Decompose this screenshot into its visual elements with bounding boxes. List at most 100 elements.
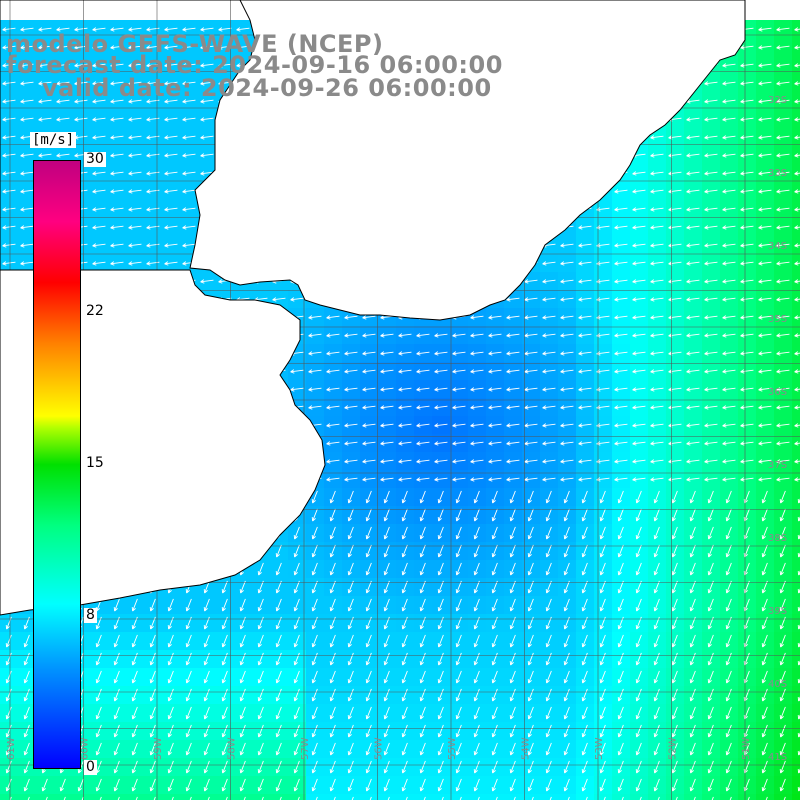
latitude-label: 38S [768,533,787,544]
wind-arrow [491,724,498,738]
wind-cell [414,380,433,399]
wind-cell [0,92,19,111]
wind-cell [396,398,415,417]
wind-arrow [149,670,156,684]
wind-arrow [347,778,354,792]
wind-arrow [92,63,106,68]
wind-cell [18,704,37,723]
wind-cell [198,794,217,800]
wind-arrow [740,63,754,68]
wind-arrow [311,562,318,576]
wind-arrow [27,796,30,800]
wind-arrow [434,423,448,428]
wind-arrow [365,526,372,540]
wind-cell [522,524,541,543]
wind-cell [342,524,361,543]
wind-arrow [149,724,156,738]
wind-arrow [794,261,800,266]
wind-arrow [365,670,372,684]
wind-cell [486,650,505,669]
wind-cell [720,128,739,147]
wind-cell [180,740,199,759]
wind-cell [702,182,721,201]
wind-cell [648,560,667,579]
wind-arrow [423,796,426,800]
wind-cell [576,434,595,453]
wind-arrow [401,580,408,594]
wind-cell [18,92,37,111]
wind-cell [630,488,649,507]
wind-cell [720,470,739,489]
wind-arrow [110,135,124,140]
wind-arrow [2,207,16,212]
wind-arrow [362,423,376,428]
wind-arrow [200,135,214,140]
wind-arrow [794,27,800,32]
wind-arrow [344,333,358,338]
wind-cell [90,110,109,129]
wind-arrow [95,670,102,684]
wind-cell [108,740,127,759]
wind-arrow [470,459,484,464]
wind-arrow [182,243,196,248]
wind-arrow [365,742,372,756]
wind-cell [396,614,415,633]
wind-cell [162,254,181,273]
wind-cell [324,326,343,345]
wind-arrow [362,387,376,392]
wind-cell [198,758,217,777]
wind-cell [18,632,37,651]
wind-cell [378,596,397,615]
wind-cell [72,128,91,147]
wind-cell [90,794,109,800]
wind-cell [288,524,307,543]
wind-arrow [347,544,354,558]
wind-arrow [491,562,498,576]
wind-cell [522,560,541,579]
wind-arrow [794,63,800,68]
wind-cell [666,794,685,800]
wind-arrow [473,580,480,594]
wind-arrow [653,706,660,720]
wind-cell [504,614,523,633]
wind-cell [54,74,73,93]
wind-arrow [563,760,570,774]
wind-arrow [167,652,174,666]
wind-arrow [506,387,520,392]
wind-cell [378,416,397,435]
wind-arrow [347,724,354,738]
wind-arrow [689,742,696,756]
wind-cell [360,452,379,471]
wind-cell [360,614,379,633]
wind-arrow [794,225,800,230]
wind-arrow [509,670,516,684]
wind-cell [576,488,595,507]
wind-cell [774,776,793,795]
wind-cell [144,218,163,237]
wind-cell [144,74,163,93]
wind-arrow [491,706,498,720]
wind-arrow [527,508,534,522]
wind-cell [108,92,127,111]
wind-cell [486,794,505,800]
wind-arrow [488,369,502,374]
wind-arrow [779,724,786,738]
wind-arrow [704,369,718,374]
wind-cell [414,578,433,597]
wind-cell [306,686,325,705]
wind-cell [648,308,667,327]
wind-arrow [416,477,430,482]
wind-arrow [783,796,786,800]
wind-arrow [722,207,736,212]
wind-arrow [455,634,462,648]
wind-cell [342,416,361,435]
wind-cell [144,758,163,777]
wind-arrow [488,423,502,428]
wind-cell [432,362,451,381]
wind-arrow [164,153,178,158]
wind-cell [468,434,487,453]
wind-cell [594,722,613,741]
wind-arrow [671,706,678,720]
wind-arrow [470,315,484,320]
wind-arrow [164,45,178,50]
